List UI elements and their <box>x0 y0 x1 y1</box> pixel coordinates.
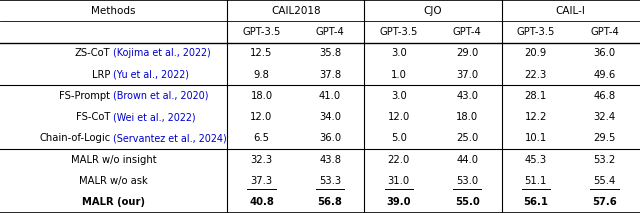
Text: GPT-3.5: GPT-3.5 <box>243 27 281 37</box>
Text: (Wei et al., 2022): (Wei et al., 2022) <box>110 112 196 122</box>
Text: 49.6: 49.6 <box>593 70 616 79</box>
Text: 10.1: 10.1 <box>525 134 547 143</box>
Text: 45.3: 45.3 <box>525 155 547 165</box>
Text: 20.9: 20.9 <box>525 48 547 58</box>
Text: 32.3: 32.3 <box>250 155 273 165</box>
Text: 31.0: 31.0 <box>388 176 410 186</box>
Text: CAIL2018: CAIL2018 <box>271 6 321 16</box>
Text: 22.3: 22.3 <box>525 70 547 79</box>
Text: CAIL-I: CAIL-I <box>555 6 585 16</box>
Text: 3.0: 3.0 <box>391 48 406 58</box>
Text: (Yu et al., 2022): (Yu et al., 2022) <box>110 70 189 79</box>
Text: 53.0: 53.0 <box>456 176 478 186</box>
Text: GPT-3.5: GPT-3.5 <box>516 27 555 37</box>
Text: 55.0: 55.0 <box>455 197 479 207</box>
Text: 5.0: 5.0 <box>391 134 406 143</box>
Text: 36.0: 36.0 <box>319 134 341 143</box>
Text: LRP: LRP <box>92 70 110 79</box>
Text: 18.0: 18.0 <box>250 91 273 101</box>
Text: FS-Prompt: FS-Prompt <box>60 91 110 101</box>
Text: 37.8: 37.8 <box>319 70 341 79</box>
Text: 39.0: 39.0 <box>387 197 411 207</box>
Text: 43.8: 43.8 <box>319 155 341 165</box>
Text: 12.0: 12.0 <box>388 112 410 122</box>
Text: 56.8: 56.8 <box>317 197 342 207</box>
Text: 6.5: 6.5 <box>253 134 269 143</box>
Text: 57.6: 57.6 <box>592 197 617 207</box>
Text: 9.8: 9.8 <box>253 70 269 79</box>
Text: 32.4: 32.4 <box>593 112 616 122</box>
Text: 12.0: 12.0 <box>250 112 273 122</box>
Text: 51.1: 51.1 <box>525 176 547 186</box>
Text: 43.0: 43.0 <box>456 91 478 101</box>
Text: MALR w/o ask: MALR w/o ask <box>79 176 148 186</box>
Text: Methods: Methods <box>92 6 136 16</box>
Text: 12.2: 12.2 <box>525 112 547 122</box>
Text: 46.8: 46.8 <box>593 91 616 101</box>
Text: (Brown et al., 2020): (Brown et al., 2020) <box>110 91 209 101</box>
Text: 37.0: 37.0 <box>456 70 478 79</box>
Text: 28.1: 28.1 <box>525 91 547 101</box>
Text: 18.0: 18.0 <box>456 112 478 122</box>
Text: (Kojima et al., 2022): (Kojima et al., 2022) <box>110 48 211 58</box>
Text: GPT-4: GPT-4 <box>453 27 482 37</box>
Text: 25.0: 25.0 <box>456 134 478 143</box>
Text: GPT-3.5: GPT-3.5 <box>380 27 418 37</box>
Text: MALR (our): MALR (our) <box>82 197 145 207</box>
Text: FS-CoT: FS-CoT <box>76 112 110 122</box>
Text: 22.0: 22.0 <box>388 155 410 165</box>
Text: 40.8: 40.8 <box>249 197 274 207</box>
Text: 35.8: 35.8 <box>319 48 341 58</box>
Text: 44.0: 44.0 <box>456 155 478 165</box>
Text: 41.0: 41.0 <box>319 91 341 101</box>
Text: 55.4: 55.4 <box>593 176 616 186</box>
Text: 34.0: 34.0 <box>319 112 341 122</box>
Text: 53.2: 53.2 <box>593 155 616 165</box>
Text: 56.1: 56.1 <box>524 197 548 207</box>
Text: MALR w/o insight: MALR w/o insight <box>71 155 156 165</box>
Text: (Servantez et al., 2024): (Servantez et al., 2024) <box>110 134 227 143</box>
Text: CJO: CJO <box>424 6 442 16</box>
Text: 37.3: 37.3 <box>250 176 273 186</box>
Text: 36.0: 36.0 <box>593 48 616 58</box>
Text: ZS-CoT: ZS-CoT <box>75 48 110 58</box>
Text: 29.0: 29.0 <box>456 48 478 58</box>
Text: 3.0: 3.0 <box>391 91 406 101</box>
Text: 1.0: 1.0 <box>391 70 406 79</box>
Text: 29.5: 29.5 <box>593 134 616 143</box>
Text: 53.3: 53.3 <box>319 176 341 186</box>
Text: 12.5: 12.5 <box>250 48 273 58</box>
Text: Chain-of-Logic: Chain-of-Logic <box>39 134 110 143</box>
Text: GPT-4: GPT-4 <box>316 27 344 37</box>
Text: GPT-4: GPT-4 <box>590 27 619 37</box>
